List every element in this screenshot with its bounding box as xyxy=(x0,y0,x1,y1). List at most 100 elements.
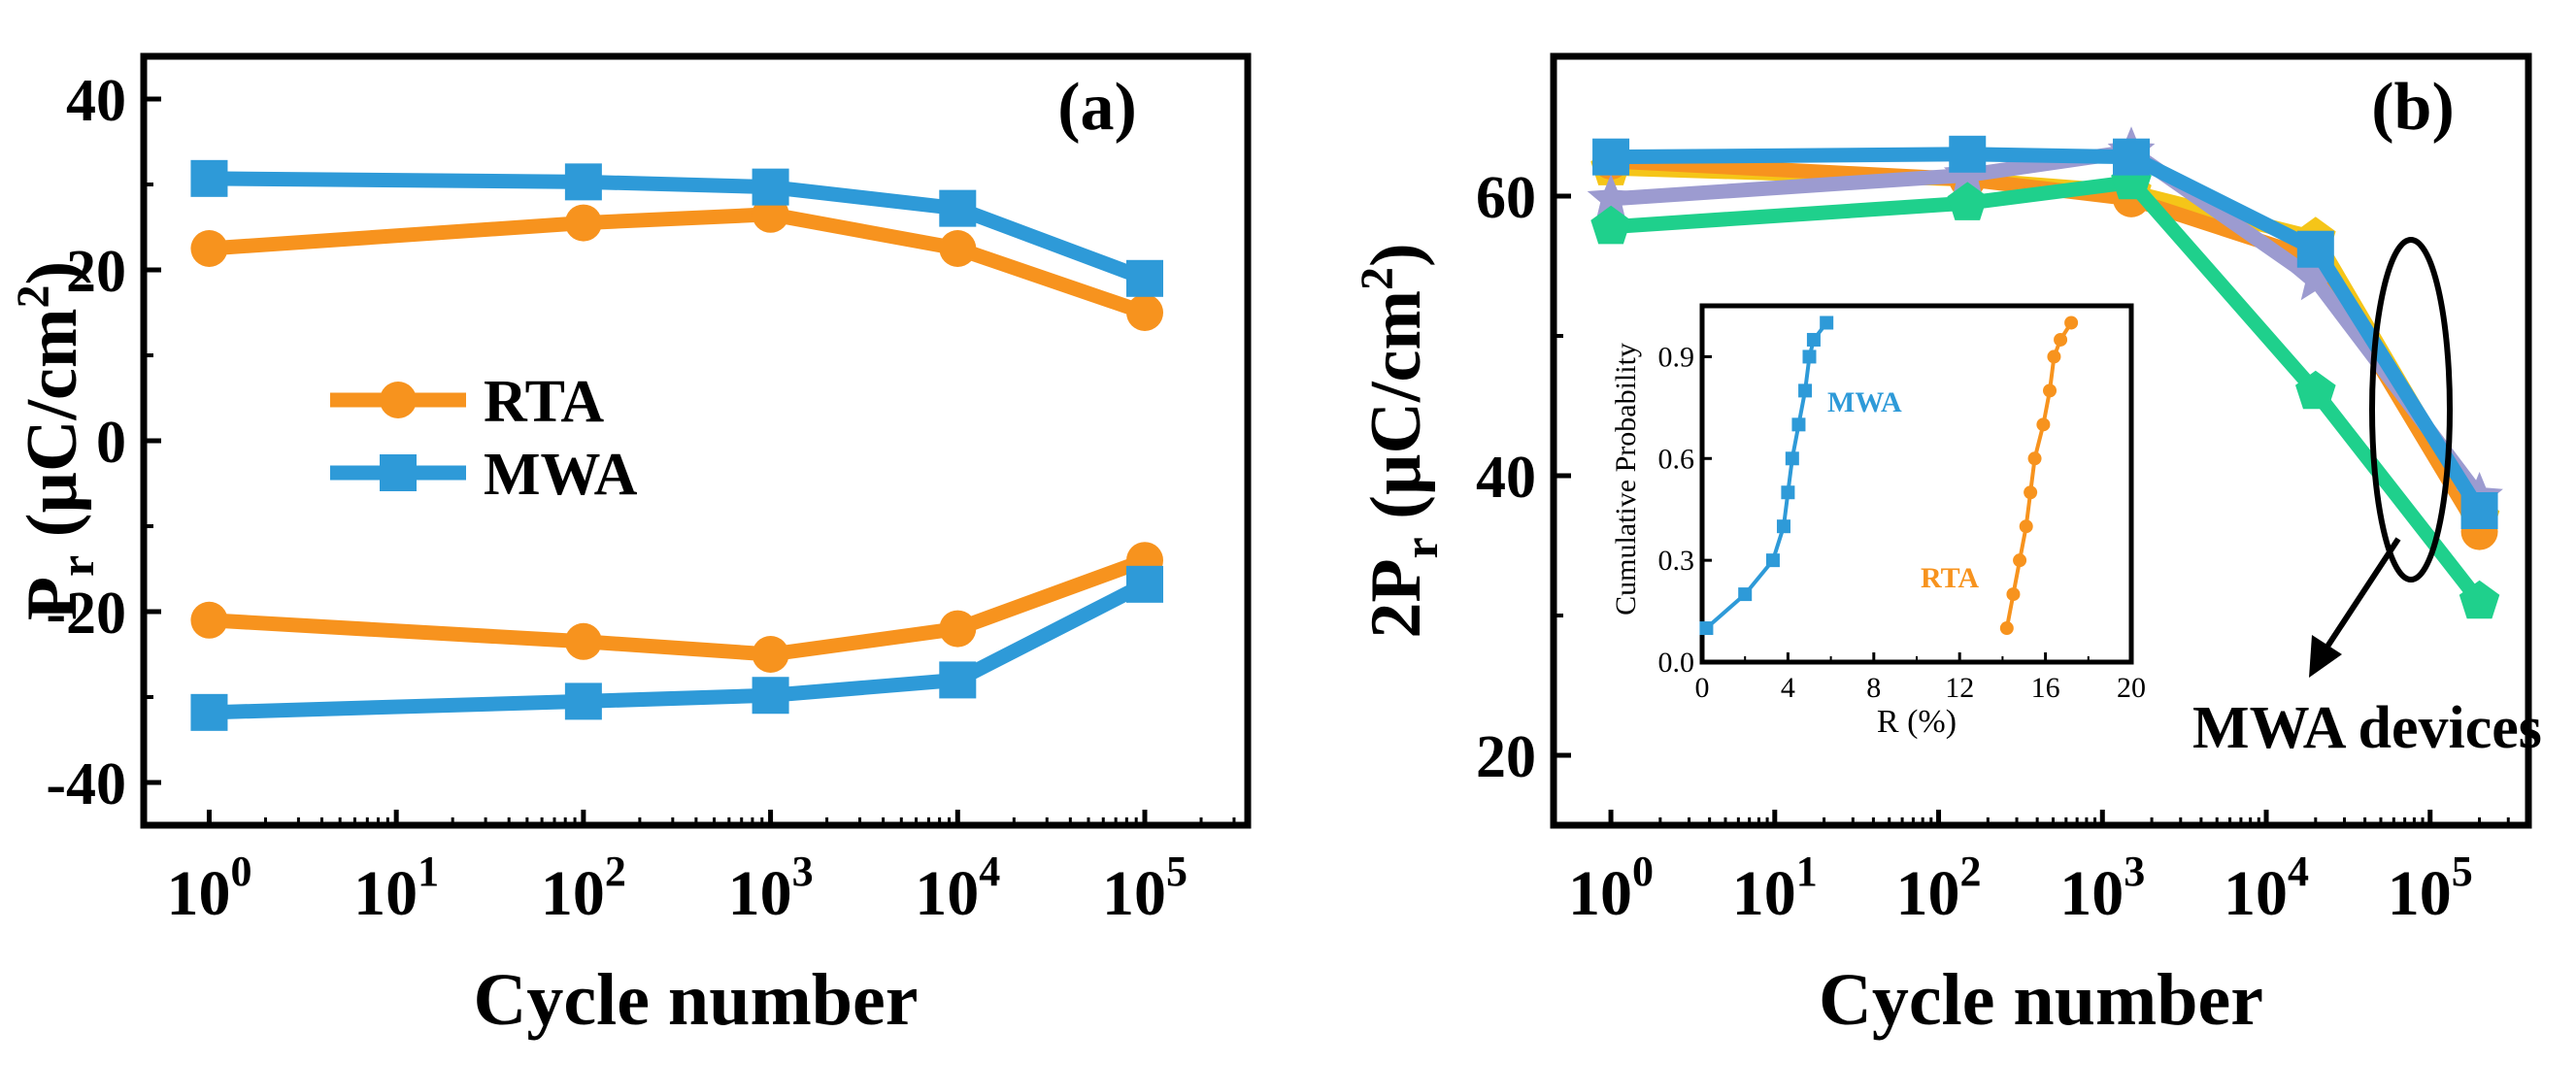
inset-y-tick-label: 0.6 xyxy=(1658,443,1695,475)
data-point xyxy=(752,168,789,206)
inset-data-point xyxy=(2043,383,2057,398)
data-point xyxy=(1947,182,1988,220)
y-tick-label: 20 xyxy=(66,239,126,305)
x-tick-label: 104 xyxy=(915,848,1000,929)
data-point xyxy=(939,230,977,267)
inset-x-tick-label: 4 xyxy=(1781,672,1795,704)
annotation-arrow-head xyxy=(2309,635,2342,678)
inset-y-axis-label: Cumulative Probability xyxy=(1610,343,1642,616)
inset-data-point xyxy=(1738,587,1753,602)
x-tick-label: 102 xyxy=(1896,848,1982,929)
inset-y-tick-label: 0.3 xyxy=(1658,545,1695,577)
inset-data-point xyxy=(2054,332,2068,347)
inset-data-point xyxy=(1802,349,1817,364)
annotation-ellipse xyxy=(2369,237,2453,582)
inset-x-tick-label: 8 xyxy=(1866,672,1881,704)
inset-data-point xyxy=(2027,451,2042,466)
inset-y-tick-label: 0.9 xyxy=(1658,341,1695,373)
data-point xyxy=(190,230,228,267)
annotation-arrow-line xyxy=(2321,537,2401,654)
plot-frame xyxy=(1550,52,2532,829)
data-point xyxy=(564,622,602,660)
x-tick-label: 103 xyxy=(2059,848,2145,929)
x-tick-label: 103 xyxy=(728,848,814,929)
x-axis-label: Cycle number xyxy=(1819,959,2263,1041)
inset-data-point xyxy=(1699,621,1714,636)
x-tick-label: 105 xyxy=(2388,848,2473,929)
y-tick-label: 40 xyxy=(66,68,126,134)
data-point xyxy=(2459,580,2500,619)
y-tick-label: 40 xyxy=(1476,445,1536,511)
inset-series-label: RTA xyxy=(1921,562,1979,594)
panel-inset: 0 4 8 12 16 20 0.0 0.3 0.6 0.9 MWA RTA R (%) Cumulati… xyxy=(1610,303,2146,740)
inset-data-point xyxy=(2019,519,2033,534)
series-line xyxy=(209,553,1148,662)
inset-x-tick-label: 12 xyxy=(1945,672,1974,704)
data-point xyxy=(1126,565,1164,603)
x-tick-label: 101 xyxy=(353,848,439,929)
inset-x-tick-label: 16 xyxy=(2031,672,2060,704)
panel-label: (b) xyxy=(2371,70,2455,145)
inset-data-point xyxy=(2036,417,2051,432)
inset-data-point xyxy=(1806,332,1821,347)
data-point xyxy=(190,159,228,197)
x-tick-label: 104 xyxy=(2224,848,2309,929)
y-tick-label: 0 xyxy=(96,410,126,476)
inset-data-point xyxy=(2013,553,2027,568)
data-point xyxy=(2112,138,2150,176)
data-point xyxy=(564,682,602,720)
data-point xyxy=(752,677,789,715)
inset-x-tick-label: 20 xyxy=(2117,672,2146,704)
inset-series-label: MWA xyxy=(1827,386,1902,418)
x-axis-label: Cycle number xyxy=(473,959,918,1041)
x-tick-label: 100 xyxy=(1568,848,1654,929)
y-tick-label: 20 xyxy=(1476,724,1536,790)
inset-frame xyxy=(1699,303,2134,665)
data-point xyxy=(190,693,228,731)
inset-data-point xyxy=(1765,553,1780,568)
inset-data-point xyxy=(1785,451,1799,466)
data-point xyxy=(564,163,602,201)
y-tick-label: -20 xyxy=(46,581,126,647)
data-point xyxy=(2292,254,2340,301)
inset-data-point xyxy=(1791,417,1806,432)
data-point xyxy=(190,601,228,639)
inset-data-point xyxy=(1781,485,1795,500)
y-axis-label: Pr (µC/cm2) xyxy=(8,261,104,620)
data-point xyxy=(2295,370,2336,410)
data-point xyxy=(1587,174,1635,219)
legend-marker xyxy=(380,454,417,491)
inset-data-point xyxy=(1999,621,2014,636)
data-point xyxy=(752,636,789,673)
data-point xyxy=(1126,294,1164,331)
data-point xyxy=(939,610,977,648)
data-point xyxy=(1590,205,1631,245)
inset-data-point xyxy=(1820,316,1834,330)
data-point xyxy=(939,189,977,227)
inset-data-point xyxy=(2006,587,2021,602)
inset-x-axis-label: R (%) xyxy=(1877,704,1957,740)
data-point xyxy=(2296,230,2334,268)
y-axis-label: 2Pr (µC/cm2) xyxy=(1352,243,1448,638)
annotation-text: MWA devices xyxy=(2192,695,2542,761)
x-tick-label: 102 xyxy=(541,848,626,929)
inset-data-point xyxy=(2024,485,2038,500)
x-tick-label: 101 xyxy=(1732,848,1818,929)
inset-y-tick-label: 0.0 xyxy=(1658,647,1695,679)
y-tick-label: 60 xyxy=(1476,165,1536,231)
data-point xyxy=(1126,259,1164,297)
data-point xyxy=(564,204,602,242)
data-point xyxy=(1943,150,1991,196)
panel-label: (a) xyxy=(1057,70,1137,145)
legend-label: RTA xyxy=(484,369,604,435)
inset-data-point xyxy=(1798,383,1813,398)
legend-marker xyxy=(380,382,417,418)
panel-a: 100 101 102 103 104 105 -40 -20 0 20 40 Cycle numbe… xyxy=(8,52,1252,1041)
inset-x-tick-label: 0 xyxy=(1695,672,1710,704)
inset-data-point xyxy=(2064,316,2079,330)
data-point xyxy=(1949,135,1987,173)
data-point xyxy=(2460,492,2498,529)
y-tick-label: -40 xyxy=(46,751,126,817)
